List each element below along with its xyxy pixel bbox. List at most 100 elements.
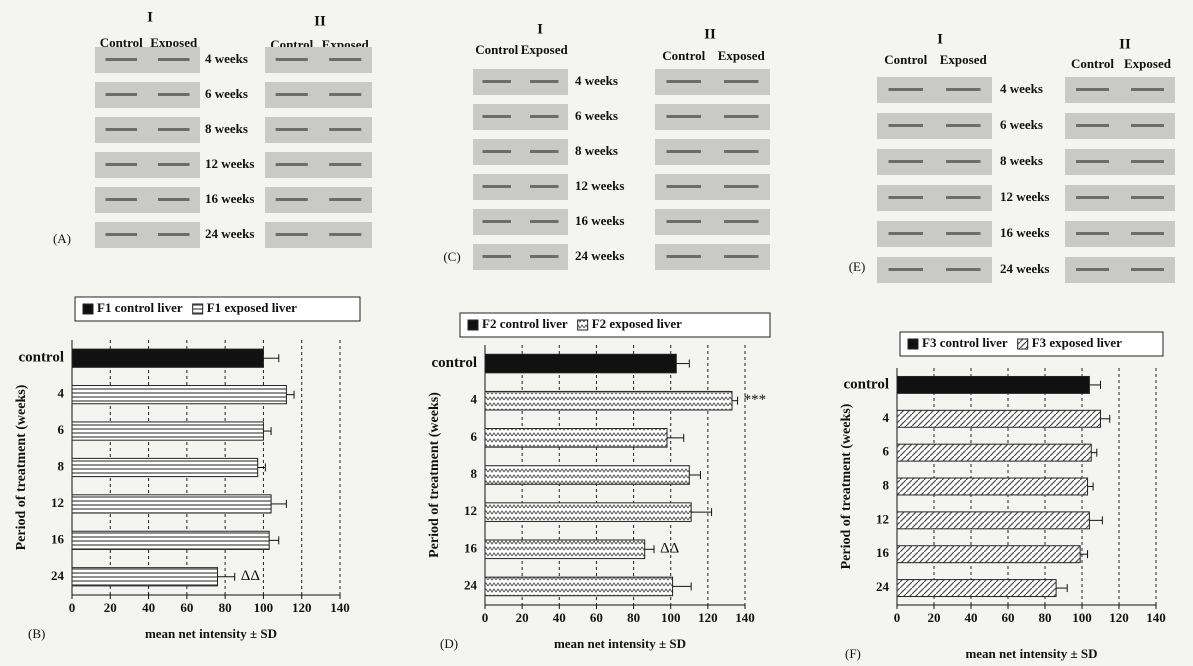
x-tick-label: 120	[698, 610, 718, 625]
blot-band	[530, 80, 559, 83]
bar	[897, 512, 1089, 529]
x-tick-label: 80	[1039, 610, 1052, 625]
column-heading: Control	[884, 52, 927, 67]
blot-band	[946, 268, 981, 271]
x-tick-label: 140	[1146, 610, 1166, 625]
blot-band	[530, 185, 559, 188]
row-label: 12 weeks	[575, 178, 624, 193]
blot-band	[483, 80, 512, 83]
y-tick-label: 16	[51, 531, 65, 546]
x-tick-label: 100	[661, 610, 681, 625]
blot-band	[158, 58, 190, 61]
legend-label: F2 exposed liver	[592, 316, 682, 331]
row-label: 16 weeks	[1000, 225, 1049, 240]
x-tick-label: 60	[180, 600, 193, 615]
blot-band	[1131, 268, 1164, 271]
row-label: 4 weeks	[1000, 81, 1043, 96]
blot-band	[1131, 196, 1164, 199]
annotation: ***	[744, 392, 767, 408]
bar	[897, 580, 1056, 597]
blot-band	[667, 220, 702, 223]
blot-band	[276, 128, 308, 131]
blot-band	[724, 150, 759, 153]
x-tick-label: 40	[142, 600, 155, 615]
blot-band	[724, 185, 759, 188]
y-tick-label: control	[431, 355, 477, 371]
x-tick-label: 0	[69, 600, 76, 615]
blot-band	[106, 163, 138, 166]
x-tick-label: 120	[1109, 610, 1129, 625]
y-axis-label: Period of treatment (weeks)	[839, 403, 854, 569]
column-heading: Exposed	[1124, 56, 1172, 71]
bar	[897, 410, 1101, 427]
blot-band	[889, 232, 924, 235]
blot-band	[1131, 124, 1164, 127]
x-tick-label: 0	[482, 610, 489, 625]
panel-letter: (E)	[849, 259, 866, 274]
y-tick-label: 4	[58, 386, 65, 401]
y-tick-label: 12	[51, 495, 64, 510]
y-tick-label: 24	[876, 579, 890, 594]
blot-band	[106, 233, 138, 236]
bar	[485, 503, 691, 522]
blot-band	[530, 255, 559, 258]
legend-label: F1 control liver	[97, 300, 183, 315]
group-heading: II	[1119, 36, 1131, 52]
bar	[897, 444, 1091, 461]
row-label: 8 weeks	[1000, 153, 1043, 168]
panel-letter: (C)	[443, 249, 460, 264]
row-label: 16 weeks	[575, 213, 624, 228]
y-tick-label: 24	[464, 577, 478, 592]
y-tick-label: 6	[58, 422, 65, 437]
legend-label: F3 control liver	[922, 335, 1008, 350]
blot-band	[667, 255, 702, 258]
blot-band	[483, 255, 512, 258]
blot-band	[889, 124, 924, 127]
y-tick-label: control	[18, 350, 64, 366]
bar	[485, 466, 689, 485]
x-tick-label: 80	[219, 600, 232, 615]
blot-band	[329, 233, 361, 236]
y-axis-label: Period of treatment (weeks)	[14, 384, 29, 550]
blot-band	[329, 93, 361, 96]
bar	[897, 376, 1089, 393]
y-tick-label: 12	[876, 511, 889, 526]
x-tick-label: 60	[590, 610, 603, 625]
panel-letter: (A)	[53, 231, 71, 246]
legend-swatch	[578, 320, 588, 330]
legend-swatch	[193, 304, 203, 314]
y-tick-label: 8	[58, 458, 65, 473]
blot-band	[276, 93, 308, 96]
bar	[72, 386, 286, 404]
blot-band	[889, 160, 924, 163]
column-heading: Exposed	[521, 42, 569, 57]
blot-band	[158, 163, 190, 166]
x-axis-label: mean net intensity ± SD	[145, 626, 277, 641]
blot-band	[724, 80, 759, 83]
column-heading: Exposed	[940, 52, 988, 67]
blot-band	[1076, 232, 1109, 235]
x-axis-label: mean net intensity ± SD	[554, 636, 686, 651]
bar	[72, 349, 263, 367]
legend-label: F1 exposed liver	[207, 300, 297, 315]
row-label: 8 weeks	[205, 121, 248, 136]
bar	[72, 531, 269, 549]
blot-band	[1131, 88, 1164, 91]
blot-band	[276, 58, 308, 61]
blot-band	[946, 196, 981, 199]
x-tick-label: 40	[965, 610, 978, 625]
bar	[897, 478, 1088, 495]
row-label: 6 weeks	[575, 108, 618, 123]
blot-band	[483, 115, 512, 118]
legend-swatch	[908, 339, 918, 349]
row-label: 6 weeks	[1000, 117, 1043, 132]
legend-label: F3 exposed liver	[1032, 335, 1122, 350]
x-axis-label: mean net intensity ± SD	[965, 646, 1097, 661]
blot-band	[889, 88, 924, 91]
y-tick-label: 6	[471, 429, 478, 444]
y-tick-label: control	[843, 376, 889, 392]
figure: (A)IControlExposedIIControlExposed4 week…	[0, 0, 1193, 666]
blot-band	[106, 93, 138, 96]
x-tick-label: 60	[1002, 610, 1015, 625]
blot-band	[667, 185, 702, 188]
